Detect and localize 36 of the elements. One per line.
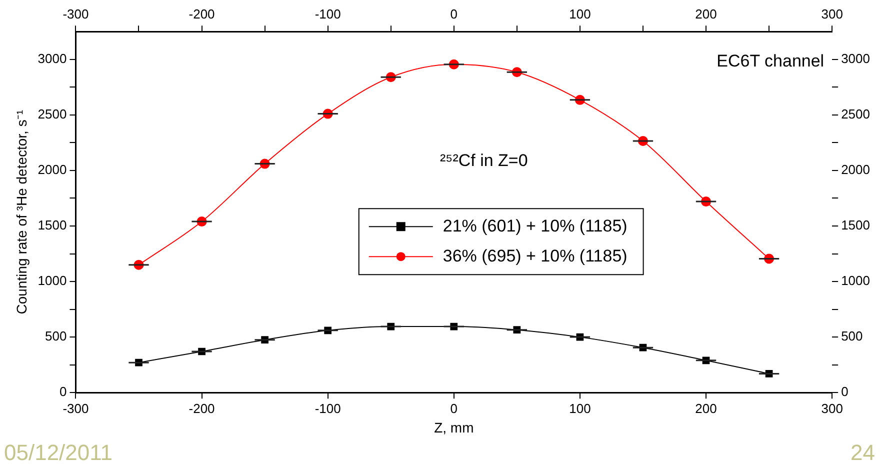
x2-tick-label: -200 [188,6,215,22]
x-tick-label: -200 [188,400,215,416]
x2-tick-label: 0 [450,6,458,22]
x-axis-title: Z, mm [434,419,474,436]
y-tick-label: 1000 [38,273,67,288]
x-tick-label: -300 [62,400,89,416]
text: 05/12/2011 [4,440,112,465]
y2-tick-label: 1000 [841,273,870,288]
x-tick-label: 200 [695,400,717,416]
x2-tick-label: 100 [569,6,591,22]
text: 24 [850,440,875,465]
y2-tick-label: 1500 [841,218,870,233]
x-tick-label: 300 [821,400,843,416]
y-tick-label: 1500 [38,218,67,233]
y2-tick-label: 2500 [841,106,870,122]
legend-label: 36% (695) + 10% (1185) [442,246,628,266]
y-tick-label: 0 [59,384,67,400]
y2-tick-label: 2000 [841,162,870,178]
y-tick-label: 3000 [38,50,67,66]
y-tick-label: 500 [45,328,67,344]
y-tick-label: 2500 [38,106,67,122]
x2-tick-label: 200 [695,6,717,22]
legend-label: 21% (601) + 10% (1185) [442,216,628,236]
x-tick-label: 100 [569,400,591,416]
annotation: ²⁵²Cf in Z=0 [440,151,528,170]
y2-tick-label: 500 [841,328,863,344]
x2-tick-label: 300 [821,6,843,22]
annotation: EC6T channel [716,51,824,70]
y2-tick-label: 3000 [841,50,870,66]
y-tick-label: 2000 [38,162,67,178]
x-tick-label: -100 [314,400,341,416]
y-axis-title: Counting rate of ³He detector, s⁻¹ [13,110,30,314]
y2-tick-label: 0 [841,384,848,400]
x-tick-label: 0 [450,400,458,416]
x2-tick-label: -300 [62,6,89,22]
x2-tick-label: -100 [314,6,341,22]
